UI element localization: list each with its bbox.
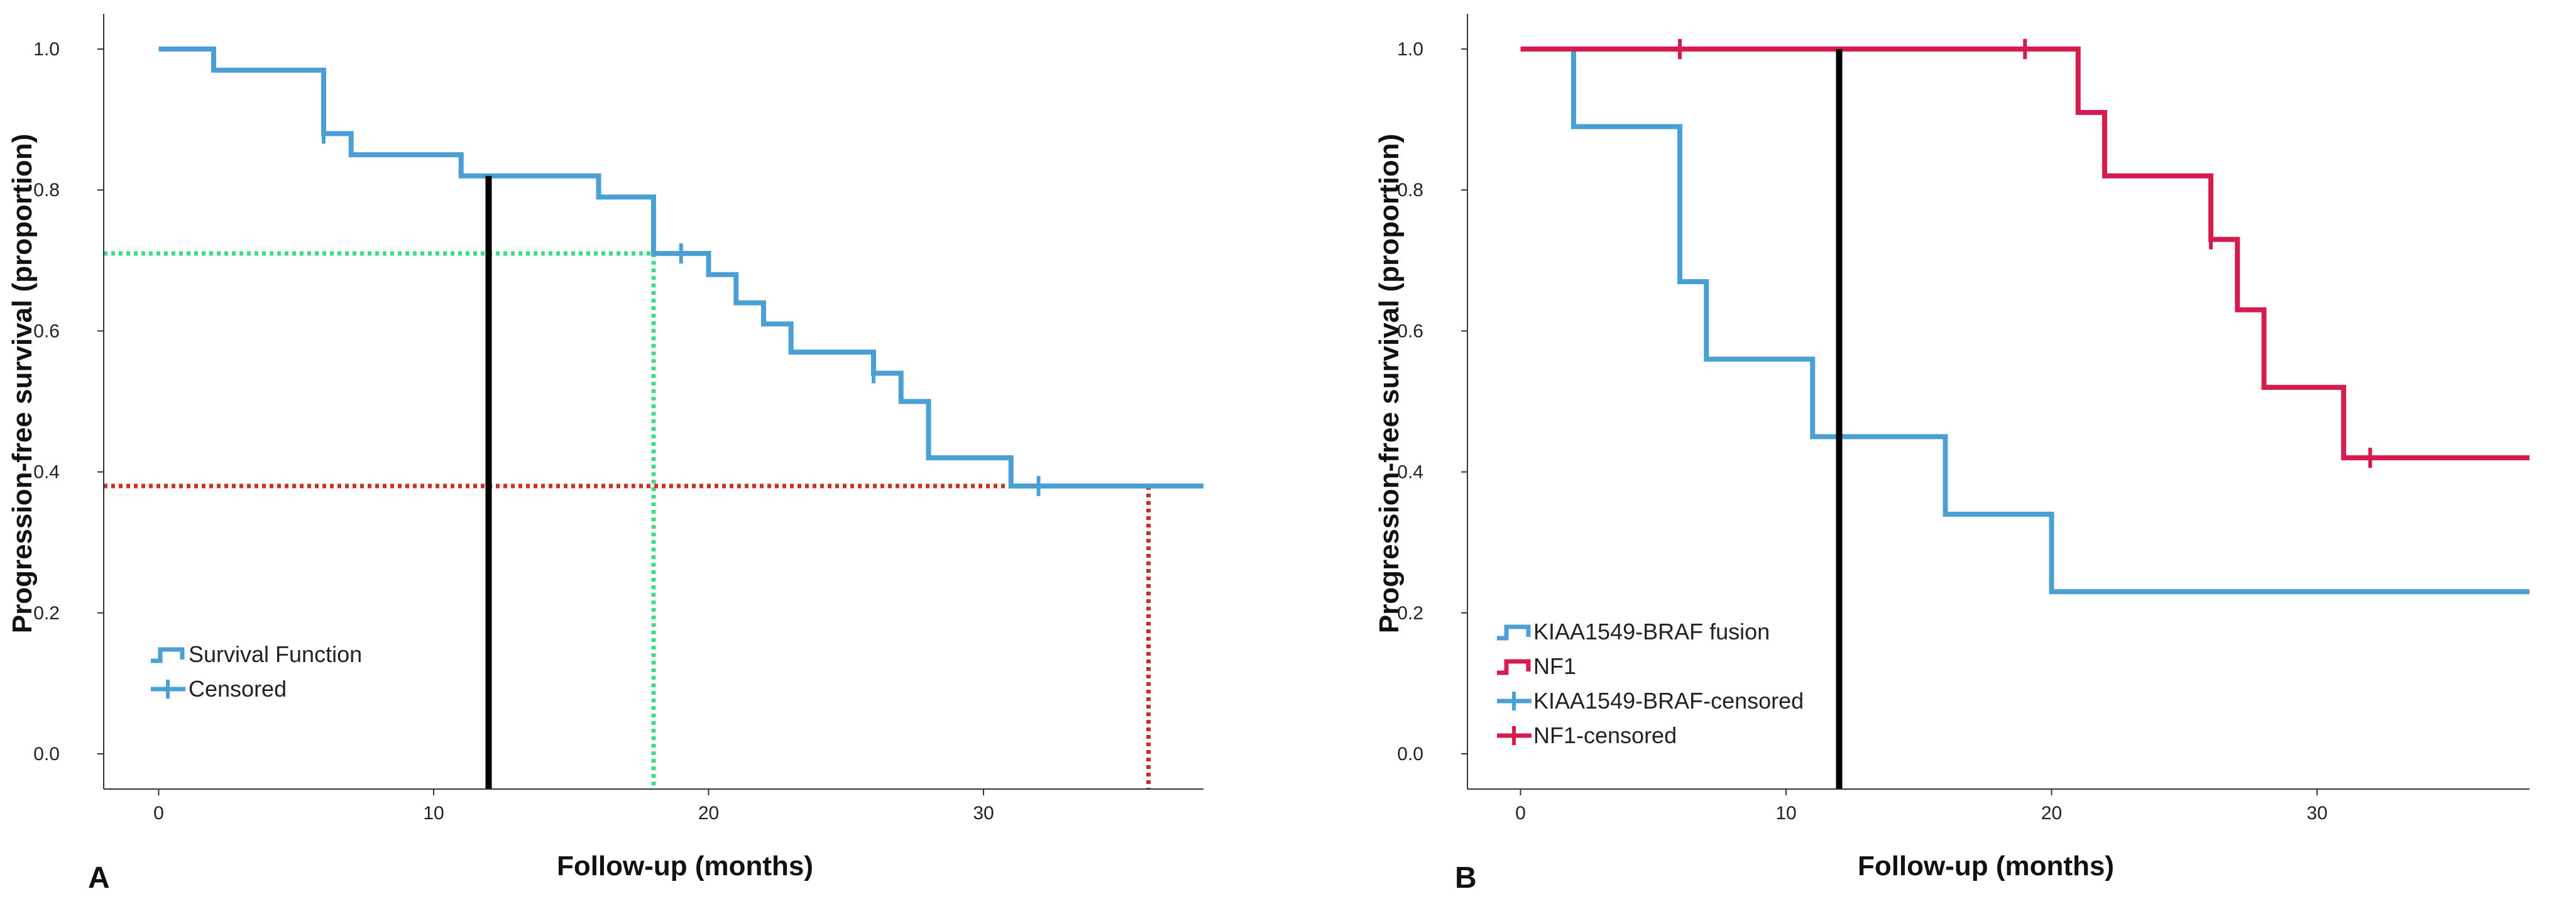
x-tick-label: 20 [2041, 803, 2062, 824]
x-tick-label: 10 [1775, 803, 1796, 824]
legend-label-censored: Censored [189, 676, 287, 702]
panel-b-letter: B [1455, 861, 1477, 895]
x-tick-label: 30 [2306, 803, 2327, 824]
legend-swatch-nf1-censored [1497, 726, 1532, 745]
y-tick-label: 0.6 [33, 321, 60, 341]
y-tick-label: 0.0 [1397, 744, 1423, 765]
legend-swatch-kiaa1549-braf-censored [1497, 692, 1532, 710]
panel-a: 0 10 20 30 0.0 0.2 0.4 0.6 0.8 1.0 Progression-fr… [7, 14, 1203, 895]
legend-label-nf1-censored: NF1-censored [1533, 722, 1677, 748]
panel-a-letter: A [88, 861, 110, 895]
x-tick-label: 20 [698, 803, 719, 824]
y-tick-label: 0.4 [33, 462, 60, 483]
legend-swatch-nf1 [1497, 659, 1531, 675]
y-tick-label: 0.8 [33, 180, 60, 201]
y-tick-label: 0.8 [1397, 180, 1423, 201]
panel-a-tick-labels: 0 10 20 30 0.0 0.2 0.4 0.6 0.8 1.0 [33, 39, 994, 824]
panel-b-legend: KIAA1549-BRAF fusion NF1 KIAA1549-BRAF-c… [1497, 619, 1804, 748]
y-tick-label: 1.0 [33, 39, 60, 60]
survival-line-kiaa1549-braf-fusion [1520, 47, 2529, 595]
y-tick-label: 0.6 [1397, 321, 1423, 341]
x-tick-label: 30 [973, 803, 994, 824]
legend-swatch-kiaa1549-braf-fusion [1497, 624, 1531, 641]
panel-a-censor-marks [322, 123, 1041, 789]
panel-b: 0 10 20 30 0.0 0.2 0.4 0.6 0.8 1.0 Progression-fr… [1374, 14, 2529, 895]
x-tick-label: 0 [153, 803, 164, 824]
panel-b-axes [1461, 14, 2529, 795]
legend-label-nf1: NF1 [1533, 653, 1576, 679]
panel-a-axes [97, 14, 1203, 795]
x-tick-label: 10 [423, 803, 444, 824]
y-tick-label: 0.2 [33, 603, 60, 624]
y-tick-label: 0.2 [1397, 603, 1423, 624]
x-tick-label: 0 [1515, 803, 1526, 824]
panel-a-survival-lines [158, 47, 1203, 489]
panel-b-survival-lines [1520, 47, 2529, 595]
panel-a-ylabel: Progression-free survival (proportion) [7, 134, 38, 634]
panel-b-ylabel: Progression-free survival (proportion) [1374, 134, 1405, 634]
legend-label-kiaa1549-braf-censored: KIAA1549-BRAF-censored [1533, 688, 1804, 714]
legend-swatch-censored [151, 680, 185, 699]
legend-label-survival-function: Survival Function [189, 641, 362, 667]
panel-b-tick-labels: 0 10 20 30 0.0 0.2 0.4 0.6 0.8 1.0 [1397, 39, 2327, 824]
panel-b-censor-marks [1678, 39, 2372, 789]
y-tick-label: 0.0 [33, 744, 60, 765]
panel-a-reference-lines [104, 251, 1151, 789]
panel-a-xlabel: Follow-up (months) [557, 851, 813, 881]
y-tick-label: 0.4 [1397, 462, 1423, 483]
legend-swatch-survival-function [151, 647, 185, 663]
survival-line-nf1 [1520, 47, 2529, 461]
y-tick-label: 1.0 [1397, 39, 1423, 60]
legend-label-kiaa1549-braf-fusion: KIAA1549-BRAF fusion [1533, 619, 1770, 644]
panel-a-legend: Survival Function Censored [151, 641, 362, 702]
panel-b-xlabel: Follow-up (months) [1858, 851, 2114, 881]
survival-line-survival-function [158, 47, 1203, 489]
